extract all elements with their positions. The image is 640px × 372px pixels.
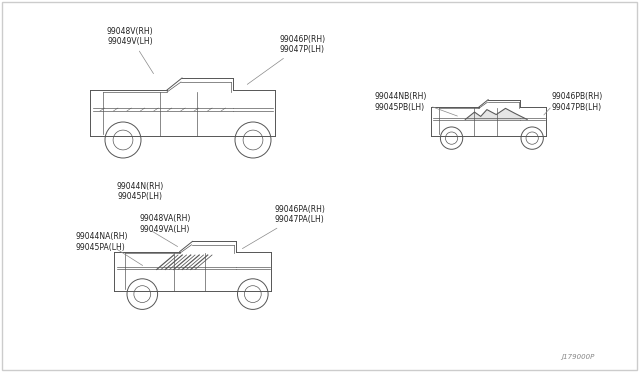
Text: 99046PA(RH)
99047PA(LH): 99046PA(RH) 99047PA(LH) <box>243 205 326 248</box>
Text: 99044NB(RH)
99045PB(LH): 99044NB(RH) 99045PB(LH) <box>375 92 428 112</box>
Text: 99046P(RH)
99047P(LH): 99046P(RH) 99047P(LH) <box>247 35 326 84</box>
Text: 99044N(RH)
99045P(LH): 99044N(RH) 99045P(LH) <box>116 182 164 201</box>
Text: 99044NA(RH)
99045PA(LH): 99044NA(RH) 99045PA(LH) <box>75 232 127 252</box>
Text: 99048VA(RH)
99049VA(LH): 99048VA(RH) 99049VA(LH) <box>140 214 191 234</box>
Text: J179000P: J179000P <box>562 354 595 360</box>
Text: 99048V(RH)
99049V(LH): 99048V(RH) 99049V(LH) <box>107 27 154 74</box>
Text: 99046PB(RH)
99047PB(LH): 99046PB(RH) 99047PB(LH) <box>552 92 604 112</box>
Polygon shape <box>465 108 527 119</box>
